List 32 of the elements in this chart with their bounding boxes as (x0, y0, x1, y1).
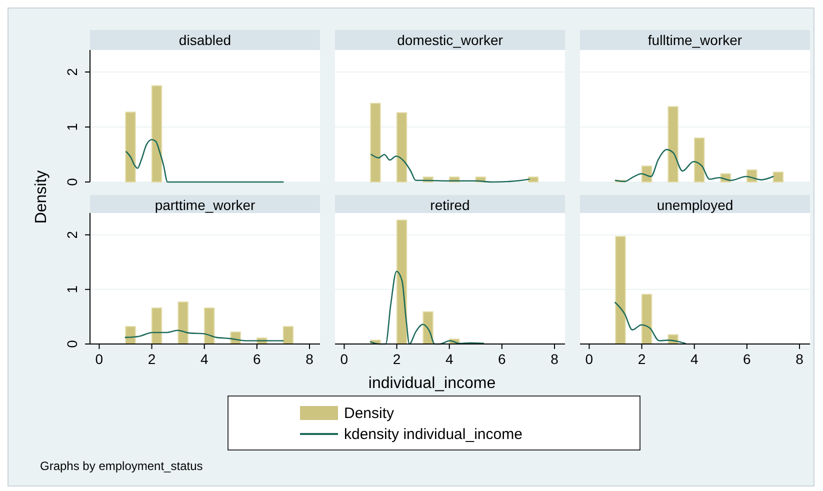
y-tick-label: 0 (64, 178, 80, 186)
x-tick-label: 6 (498, 351, 506, 367)
y-tick-label: 0 (64, 340, 80, 348)
x-tick-label: 2 (392, 351, 401, 367)
x-tick-label: 8 (796, 351, 804, 367)
legend-label: Density (344, 405, 395, 422)
x-tick-label: 0 (95, 351, 104, 367)
text: Graphs by employment_status (40, 459, 203, 473)
chart-title: domestic_worker (397, 32, 504, 48)
y-tick-label: 1 (64, 122, 80, 131)
x-tick-label: 0 (585, 351, 594, 367)
y-tick-label: 1 (64, 285, 80, 294)
y-tick-label: 2 (64, 68, 80, 76)
x-tick-label: 0 (340, 351, 348, 367)
x-tick-label: 6 (743, 351, 752, 367)
x-tick-label: 4 (445, 351, 454, 367)
chart-title: parttime_worker (154, 197, 256, 213)
y-tick-label: 2 (64, 230, 80, 239)
x-tick-label: 2 (148, 351, 156, 367)
chart-title: retired (430, 197, 470, 213)
x-tick-label: 8 (306, 351, 314, 367)
x-tick-label: 6 (253, 351, 262, 367)
y-axis-title: Density (33, 170, 50, 224)
x-tick-label: 8 (550, 351, 559, 367)
chart-title: fulltime_worker (648, 32, 742, 48)
x-tick-label: 2 (638, 351, 646, 367)
legend-label: kdensity individual_income (344, 426, 522, 443)
chart-title: unemployed (656, 197, 734, 213)
x-tick-label: 4 (200, 351, 208, 367)
x-axis-title: individual_income (368, 375, 496, 392)
x-tick-label: 4 (690, 351, 698, 367)
chart-title: disabled (178, 32, 232, 48)
